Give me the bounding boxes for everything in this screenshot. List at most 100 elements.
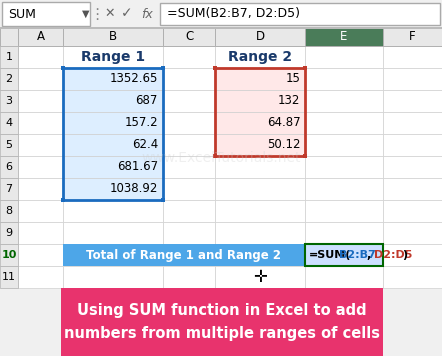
Bar [63, 200, 163, 222]
Text: 1: 1 [5, 52, 12, 62]
Bar [18, 68, 63, 90]
Bar [0, 200, 18, 222]
Bar [163, 266, 215, 288]
Bar [61, 66, 65, 70]
Bar [383, 244, 442, 266]
Bar [215, 112, 305, 134]
Bar [18, 178, 63, 200]
Bar [215, 266, 305, 288]
Bar [63, 90, 163, 112]
Text: B: B [109, 31, 117, 43]
Text: 1038.92: 1038.92 [110, 183, 158, 195]
Bar [63, 156, 163, 178]
Text: ▼: ▼ [82, 9, 89, 19]
Bar [305, 156, 383, 178]
Bar [63, 134, 163, 156]
Bar [305, 244, 383, 266]
Bar [2, 2, 90, 26]
Bar [18, 200, 63, 222]
Text: C: C [185, 31, 193, 43]
Bar [0, 134, 18, 156]
Bar [163, 244, 215, 266]
Bar [305, 90, 383, 112]
Bar [215, 68, 305, 90]
Bar [61, 198, 65, 202]
Bar [383, 156, 442, 178]
Bar [213, 66, 217, 70]
Bar [303, 66, 307, 70]
Bar [163, 134, 215, 156]
Bar [215, 90, 305, 112]
Bar [63, 68, 163, 90]
Bar [0, 27, 442, 29]
Bar [383, 112, 442, 134]
Bar [0, 90, 18, 112]
Bar [63, 244, 163, 266]
Text: Range 1: Range 1 [81, 50, 145, 64]
Bar [0, 112, 18, 134]
Text: D: D [255, 31, 265, 43]
Bar [18, 112, 63, 134]
Bar [63, 134, 163, 156]
Text: 7: 7 [5, 184, 12, 194]
Text: Using SUM function in Excel to add
numbers from multiple ranges of cells: Using SUM function in Excel to add numbe… [64, 303, 380, 341]
Text: 8: 8 [5, 206, 12, 216]
Text: =SUM(B2:B7, D2:D5): =SUM(B2:B7, D2:D5) [167, 7, 300, 21]
Bar [215, 68, 305, 156]
Bar [163, 46, 215, 68]
Text: ✕: ✕ [105, 6, 115, 20]
Bar [383, 46, 442, 68]
Text: Total of Range 1 and Range 2: Total of Range 1 and Range 2 [87, 248, 282, 262]
Bar [215, 46, 305, 68]
Bar [215, 112, 305, 134]
Bar [63, 222, 163, 244]
Bar [63, 28, 163, 46]
Text: 11: 11 [2, 272, 16, 282]
Text: 9: 9 [5, 228, 12, 238]
Bar [383, 178, 442, 200]
Text: fx: fx [141, 7, 153, 21]
Bar [305, 28, 383, 46]
Bar [305, 134, 383, 156]
Text: 4: 4 [5, 118, 12, 128]
Text: 2: 2 [5, 74, 12, 84]
Bar [0, 156, 18, 178]
Bar [63, 46, 163, 68]
Bar [161, 66, 165, 70]
Bar [383, 266, 442, 288]
Bar [0, 46, 18, 68]
Bar [63, 178, 163, 200]
Bar [0, 244, 18, 266]
Bar [305, 244, 383, 266]
Bar [18, 28, 63, 46]
Text: ,: , [367, 250, 375, 260]
Text: 681.67: 681.67 [117, 161, 158, 173]
Bar [383, 68, 442, 90]
Bar [383, 90, 442, 112]
Text: 132: 132 [278, 94, 301, 108]
Bar [383, 134, 442, 156]
Bar [383, 28, 442, 46]
Bar [163, 178, 215, 200]
Text: E: E [340, 31, 348, 43]
Bar [215, 178, 305, 200]
Text: =SUM(: =SUM( [309, 250, 351, 260]
Bar [0, 28, 18, 46]
Bar [215, 90, 305, 112]
Text: SUM: SUM [8, 7, 36, 21]
Bar [215, 244, 305, 266]
Bar [213, 154, 217, 158]
Bar [305, 266, 383, 288]
Bar [163, 222, 215, 244]
Bar [0, 178, 18, 200]
Text: B2:B7: B2:B7 [339, 250, 376, 260]
Bar [63, 112, 163, 134]
Text: F: F [409, 31, 416, 43]
Bar [163, 68, 215, 90]
Bar [63, 244, 305, 266]
Text: 62.4: 62.4 [132, 138, 158, 152]
Text: 6: 6 [5, 162, 12, 172]
Bar [18, 156, 63, 178]
Bar [215, 68, 305, 90]
Bar [63, 68, 163, 200]
